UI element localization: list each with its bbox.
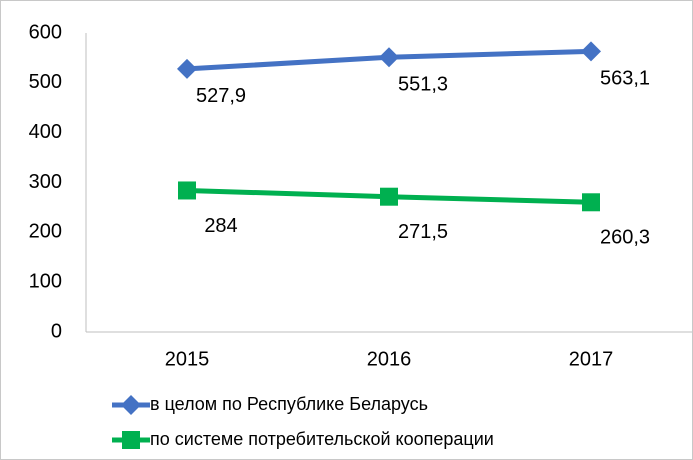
x-tick-label: 2015 xyxy=(165,348,210,370)
y-tick-label: 400 xyxy=(29,121,62,143)
y-tick-label: 100 xyxy=(29,270,62,292)
point-marker xyxy=(379,47,399,68)
data-label: 551,3 xyxy=(398,74,448,96)
data-label: 271,5 xyxy=(398,221,448,243)
y-tick-label: 600 xyxy=(29,21,62,43)
point-marker xyxy=(581,41,601,62)
y-tick-label: 500 xyxy=(29,71,62,93)
point-marker xyxy=(380,187,398,206)
point-marker xyxy=(582,193,600,212)
data-label: 527,9 xyxy=(196,85,246,107)
y-tick-label: 0 xyxy=(51,320,62,342)
y-tick-label: 300 xyxy=(29,171,62,193)
data-label: 260,3 xyxy=(600,227,650,249)
legend-marker xyxy=(122,431,140,449)
y-tick-label: 200 xyxy=(29,221,62,243)
legend-marker xyxy=(121,395,141,415)
legend-label: по системе потребительской кооперации xyxy=(150,429,494,449)
x-tick-label: 2017 xyxy=(569,348,614,370)
x-tick-label: 2016 xyxy=(367,348,412,370)
legend-label: в целом по Республике Беларусь xyxy=(150,394,428,414)
data-label: 284 xyxy=(204,215,237,237)
point-marker xyxy=(178,181,196,200)
data-label: 563,1 xyxy=(600,68,650,90)
point-marker xyxy=(177,58,197,79)
